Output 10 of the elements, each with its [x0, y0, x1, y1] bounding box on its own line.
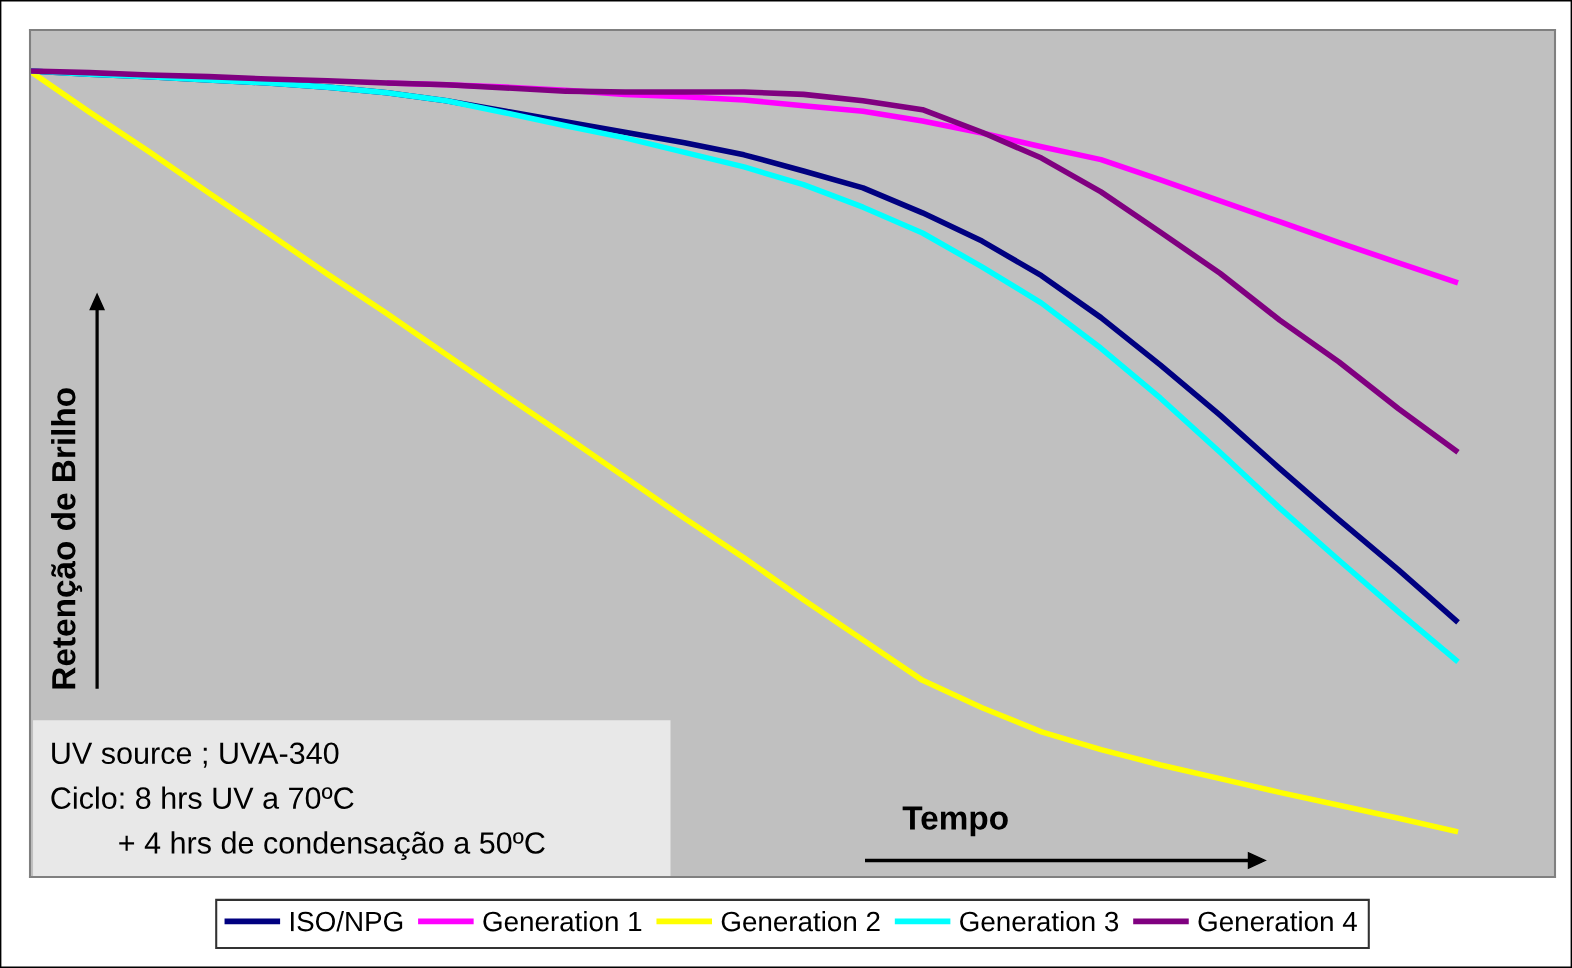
legend-label: Generation 2	[721, 910, 880, 932]
annotation: UV source ; UVA-340	[52, 742, 339, 768]
y-axis-title: Retenção de Brilho	[51, 388, 83, 689]
legend-label: ISO/NPG	[291, 910, 403, 932]
legend-label: Generation 3	[960, 910, 1119, 932]
legend-label: Generation 4	[1198, 910, 1357, 932]
x-axis-title: Tempo	[902, 806, 1008, 837]
legend-label: Generation 1	[483, 910, 642, 932]
annotation: + 4 hrs de condensação a 50ºC	[119, 831, 545, 860]
annotation: Ciclo: 8 hrs UV a 70ºC	[51, 786, 354, 809]
